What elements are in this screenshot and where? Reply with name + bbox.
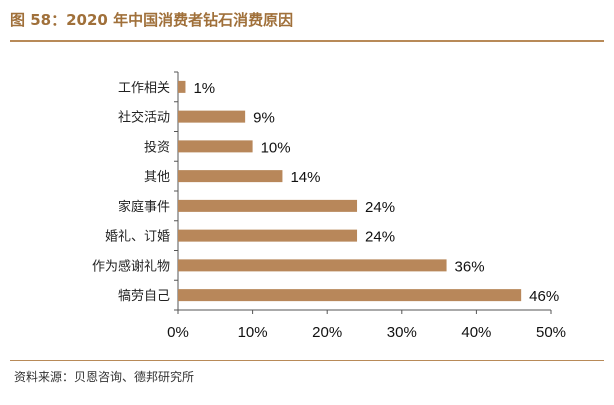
source-divider (10, 360, 604, 361)
value-label: 14% (290, 169, 320, 186)
category-label: 犒劳自己 (118, 288, 170, 304)
bar (178, 229, 358, 242)
value-label: 9% (253, 110, 275, 127)
x-tick-label: 40% (461, 324, 491, 341)
category-label: 婚礼、订婚 (105, 229, 170, 245)
bar (178, 170, 283, 183)
chart-title: 图 58：2020 年中国消费者钻石消费原因 (10, 11, 294, 29)
bar (178, 199, 358, 212)
value-label: 1% (193, 80, 215, 97)
x-tick-label: 0% (167, 324, 189, 341)
category-label: 家庭事件 (118, 199, 170, 215)
value-label: 10% (261, 139, 291, 156)
source-note: 资料来源：贝恩咨询、德邦研究所 (14, 370, 195, 384)
x-tick-label: 10% (238, 324, 268, 341)
category-label: 社交活动 (118, 110, 170, 126)
x-tick-label: 20% (312, 324, 342, 341)
x-tick-label: 30% (387, 324, 417, 341)
value-label: 24% (365, 229, 395, 246)
category-label: 投资 (144, 139, 170, 155)
bar (178, 110, 246, 123)
value-label: 24% (365, 199, 395, 216)
bar (178, 259, 447, 272)
title-divider (10, 40, 604, 42)
x-tick-label: 50% (536, 324, 566, 341)
bar (178, 289, 522, 302)
value-label: 36% (455, 258, 485, 275)
bar (178, 140, 253, 153)
category-label: 其他 (144, 170, 170, 185)
value-label: 46% (529, 288, 559, 305)
category-label: 作为感谢礼物 (92, 258, 170, 274)
bar (178, 80, 186, 93)
category-label: 工作相关 (118, 81, 170, 96)
